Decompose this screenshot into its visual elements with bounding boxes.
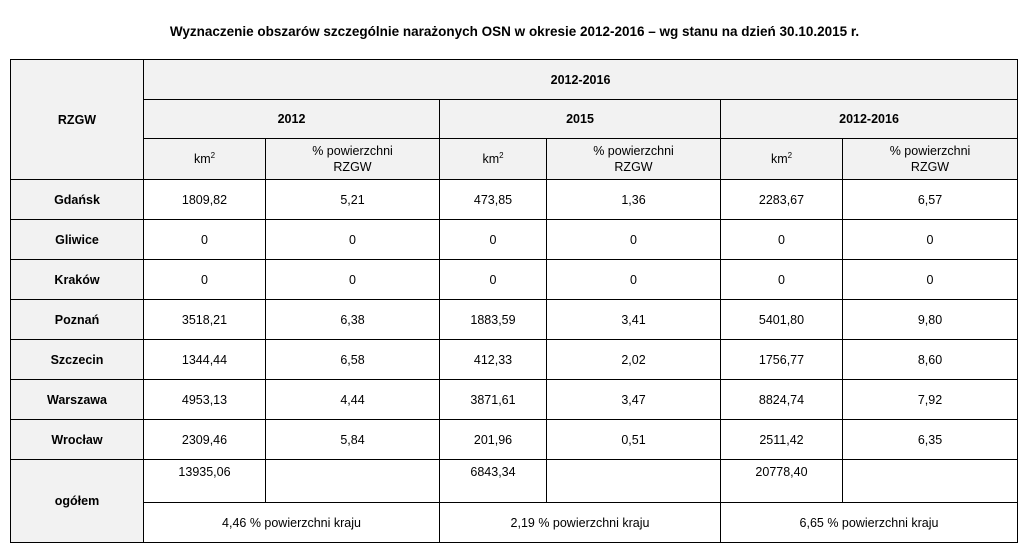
pct-2012-cell: 5,84 [265, 419, 440, 460]
km-unit: km [482, 152, 500, 166]
km-2012-2016-cell: 2283,67 [720, 179, 843, 220]
km-exponent: 2 [210, 150, 216, 160]
period-header: 2012-2016 [142, 59, 1019, 100]
total-share-2015: 2,19 % powierzchni kraju [439, 502, 721, 543]
pct-2015-cell: 3,41 [546, 299, 721, 340]
km-2015-cell: 0 [439, 219, 547, 260]
rzgw-name: Poznań [10, 299, 144, 340]
pct-2012-2016-cell: 8,60 [841, 339, 1019, 380]
table-row: Kraków 0 0 0 0 0 0 [10, 259, 1019, 300]
km2-header-2012-2016: km2 [720, 138, 843, 180]
table-row: Wrocław 2309,46 5,84 201,96 0,51 2511,42… [10, 419, 1019, 460]
pct-line1: % powierzchni [593, 144, 674, 158]
km-exponent: 2 [787, 150, 793, 160]
pct-line2: RZGW [333, 160, 372, 174]
km-unit: km [770, 152, 788, 166]
pct-2012-cell: 6,38 [265, 299, 440, 340]
km-2012-cell: 3518,21 [143, 299, 266, 340]
pct-2015-cell: 1,36 [546, 179, 721, 220]
rzgw-name: Gliwice [10, 219, 144, 260]
total-row-km: ogółem 13935,06 6843,34 20778,40 [10, 459, 1019, 543]
pct-2012-cell: 6,58 [265, 339, 440, 380]
pct-line1: % powierzchni [312, 144, 393, 158]
year-2015-header: 2015 [439, 99, 721, 139]
pct-2015-cell: 0,51 [546, 419, 721, 460]
osn-table: RZGW 2012-2016 2012 2015 2012-2016 km2 %… [10, 59, 1019, 543]
pct-2012-2016-cell: 0 [841, 259, 1019, 300]
total-empty-cell [546, 459, 721, 503]
km-2015-cell: 412,33 [439, 339, 547, 380]
pct-2012-cell: 0 [265, 219, 440, 260]
total-km-2012: 13935,06 [143, 459, 266, 503]
km-2012-cell: 4953,13 [143, 379, 266, 420]
pct-2015-cell: 2,02 [546, 339, 721, 380]
km-2015-cell: 473,85 [439, 179, 547, 220]
table-row: Gliwice 0 0 0 0 0 0 [10, 219, 1019, 260]
pct-2015-cell: 0 [546, 219, 721, 260]
pct-2012-cell: 5,21 [265, 179, 440, 220]
header-row-years: 2012 2015 2012-2016 [11, 99, 1019, 139]
km-2015-cell: 3871,61 [439, 379, 547, 420]
km-2012-2016-cell: 2511,42 [720, 419, 843, 460]
km-2012-2016-cell: 0 [720, 259, 843, 300]
km-2012-2016-cell: 1756,77 [720, 339, 843, 380]
pct-2015-cell: 3,47 [546, 379, 721, 420]
km-2012-2016-cell: 0 [720, 219, 843, 260]
table-row: Warszawa 4953,13 4,44 3871,61 3,47 8824,… [10, 379, 1019, 420]
pct-2012-2016-cell: 7,92 [841, 379, 1019, 420]
km-2012-2016-cell: 5401,80 [720, 299, 843, 340]
table-row: Poznań 3518,21 6,38 1883,59 3,41 5401,80… [10, 299, 1019, 340]
pct-line2: RZGW [614, 160, 653, 174]
pct-2012-cell: 4,44 [265, 379, 440, 420]
km-unit: km [193, 152, 211, 166]
km-exponent: 2 [499, 150, 504, 160]
total-row-share: 4,46 % powierzchni kraju 2,19 % powierzc… [11, 502, 1019, 543]
rzgw-name: Szczecin [10, 339, 144, 380]
km-2015-cell: 201,96 [439, 419, 547, 460]
pct-2012-2016-cell: 6,57 [841, 179, 1019, 220]
total-share-2012-2016: 6,65 % powierzchni kraju [719, 502, 1019, 543]
km-2012-cell: 1809,82 [143, 179, 266, 220]
km-2012-cell: 1344,44 [143, 339, 266, 380]
total-km-2012-2016: 20778,40 [720, 459, 843, 503]
pct-header-2015: % powierzchni RZGW [546, 138, 721, 180]
table-title: Wyznaczenie obszarów szczególnie narażon… [169, 24, 860, 39]
total-empty-cell [841, 459, 1019, 503]
km-2012-cell: 2309,46 [143, 419, 266, 460]
rzgw-name: Warszawa [10, 379, 144, 420]
year-2012-header: 2012 [143, 99, 440, 139]
km-2012-2016-cell: 8824,74 [720, 379, 843, 420]
header-row-period: RZGW 2012-2016 [10, 59, 1019, 180]
km2-header-2015: km2 [439, 138, 547, 180]
header-row-units: km2 % powierzchni RZGW km2 % powierzchni R… [11, 138, 1019, 180]
table-row: Szczecin 1344,44 6,58 412,33 2,02 1756,7… [10, 339, 1019, 380]
pct-header-2012: % powierzchni RZGW [265, 138, 440, 180]
pct-2012-2016-cell: 6,35 [841, 419, 1019, 460]
pct-header-2012-2016: % powierzchni RZGW [841, 138, 1019, 180]
pct-2012-cell: 0 [265, 259, 440, 300]
km-2012-cell: 0 [143, 259, 266, 300]
pct-2012-2016-cell: 0 [841, 219, 1019, 260]
table-row: Gdańsk 1809,82 5,21 473,85 1,36 2283,67 … [10, 179, 1019, 220]
year-2012-2016-header: 2012-2016 [719, 99, 1019, 139]
km-2012-cell: 0 [143, 219, 266, 260]
rzgw-header: RZGW [10, 59, 144, 180]
pct-line1: % powierzchni [889, 144, 971, 158]
pct-2015-cell: 0 [546, 259, 721, 300]
km-2015-cell: 0 [439, 259, 547, 300]
total-empty-cell [265, 459, 440, 503]
km2-header-2012: km2 [143, 138, 266, 180]
total-label: ogółem [10, 459, 144, 543]
pct-2012-2016-cell: 9,80 [841, 299, 1019, 340]
km-2015-cell: 1883,59 [439, 299, 547, 340]
rzgw-name: Wrocław [10, 419, 144, 460]
rzgw-name: Gdańsk [10, 179, 144, 220]
total-km-2015: 6843,34 [439, 459, 547, 503]
pct-line2: RZGW [910, 160, 950, 174]
total-share-2012: 4,46 % powierzchni kraju [143, 502, 440, 543]
rzgw-name: Kraków [10, 259, 144, 300]
